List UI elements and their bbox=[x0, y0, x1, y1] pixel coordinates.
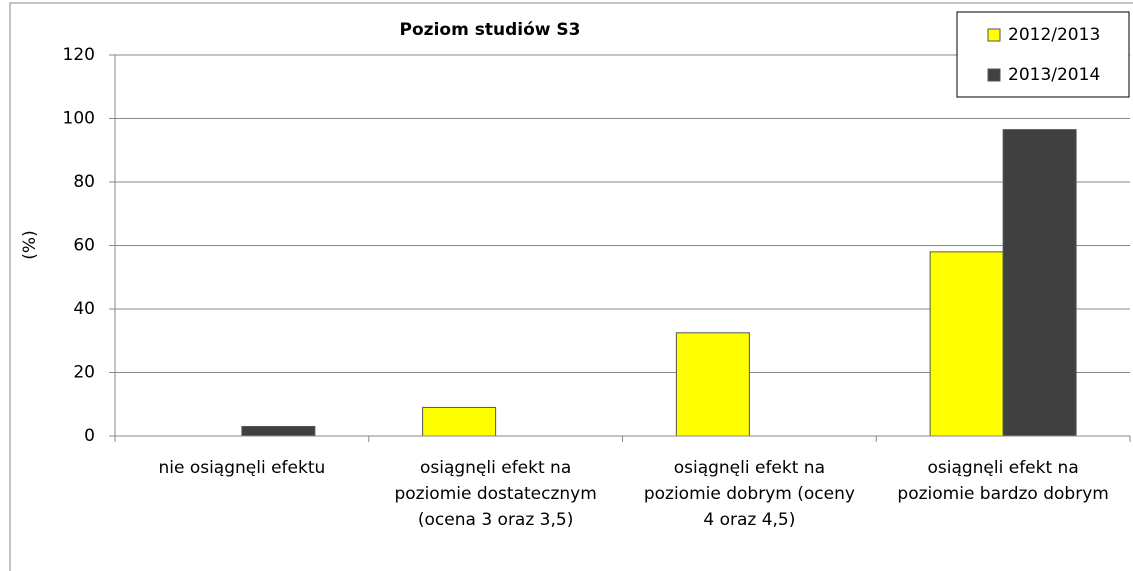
y-axis-label: (%) bbox=[20, 230, 40, 259]
bar bbox=[241, 425, 316, 437]
y-tick-label: 40 bbox=[73, 299, 95, 319]
legend-label: 2013/2014 bbox=[1008, 65, 1100, 85]
x-tick-label: nie osiągnęli efektu bbox=[158, 458, 326, 478]
y-tick-label: 0 bbox=[84, 426, 95, 446]
x-tick-label: osiągnęli efekt na poziomie bardzo dobry… bbox=[897, 458, 1109, 504]
bar bbox=[675, 332, 750, 437]
y-tick-label: 100 bbox=[63, 109, 95, 129]
legend-swatch bbox=[987, 68, 1001, 82]
legend-label: 2012/2013 bbox=[1008, 25, 1100, 45]
legend-swatch bbox=[987, 28, 1001, 42]
chart-title: Poziom studiów S3 bbox=[400, 20, 581, 40]
y-tick-label: 60 bbox=[73, 236, 95, 256]
x-tick-label: osiągnęli efekt na poziomie dobrym (ocen… bbox=[643, 458, 855, 530]
y-tick-label: 120 bbox=[63, 45, 95, 65]
bar bbox=[422, 406, 497, 437]
chart-frame bbox=[9, 2, 1133, 571]
legend-box bbox=[956, 11, 1130, 98]
x-tick-label: osiągnęli efekt na poziomie dostatecznym… bbox=[394, 458, 597, 530]
bar bbox=[1002, 129, 1077, 437]
bar bbox=[929, 251, 1004, 437]
y-tick-label: 20 bbox=[73, 363, 95, 383]
y-tick-label: 80 bbox=[73, 172, 95, 192]
